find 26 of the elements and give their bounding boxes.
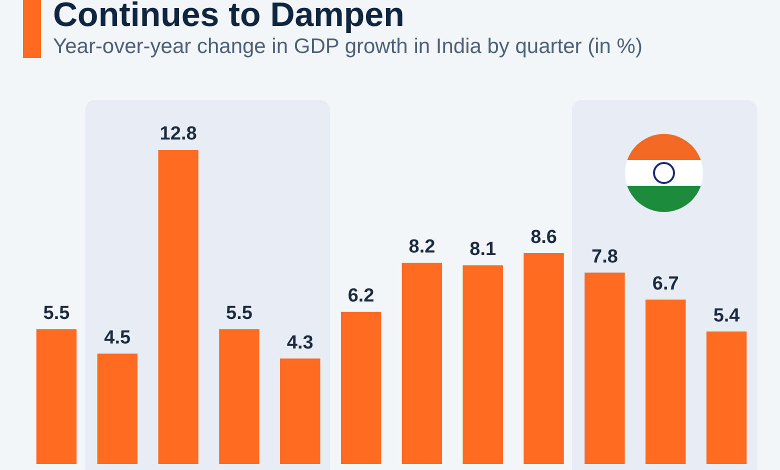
bar (524, 253, 564, 464)
data-label: 7.8 (591, 246, 618, 268)
chart-subtitle: Year-over-year change in GDP growth in India by quarter (in %) (53, 35, 642, 59)
bar (97, 354, 138, 464)
data-label: 4.3 (286, 332, 314, 354)
data-label: 8.1 (470, 239, 497, 260)
bar (402, 262, 442, 464)
bar (219, 329, 260, 464)
bar (584, 272, 625, 464)
data-label: 6.7 (652, 273, 679, 294)
bar (706, 332, 747, 464)
data-label: 12.8 (160, 124, 197, 145)
chart-title: Continues to Dampen (53, 0, 404, 35)
data-label: 6.2 (348, 286, 374, 307)
data-label: 5.4 (713, 305, 740, 326)
bar (462, 265, 503, 464)
data-label: 5.5 (226, 302, 253, 324)
data-label: 4.5 (104, 327, 132, 348)
bar (36, 329, 77, 464)
data-label: 5.5 (43, 302, 70, 324)
bar (158, 150, 198, 464)
bar (646, 300, 686, 464)
data-label: 8.2 (408, 236, 436, 258)
bar (280, 358, 320, 464)
data-label: 8.6 (530, 226, 558, 248)
bar (340, 312, 382, 464)
